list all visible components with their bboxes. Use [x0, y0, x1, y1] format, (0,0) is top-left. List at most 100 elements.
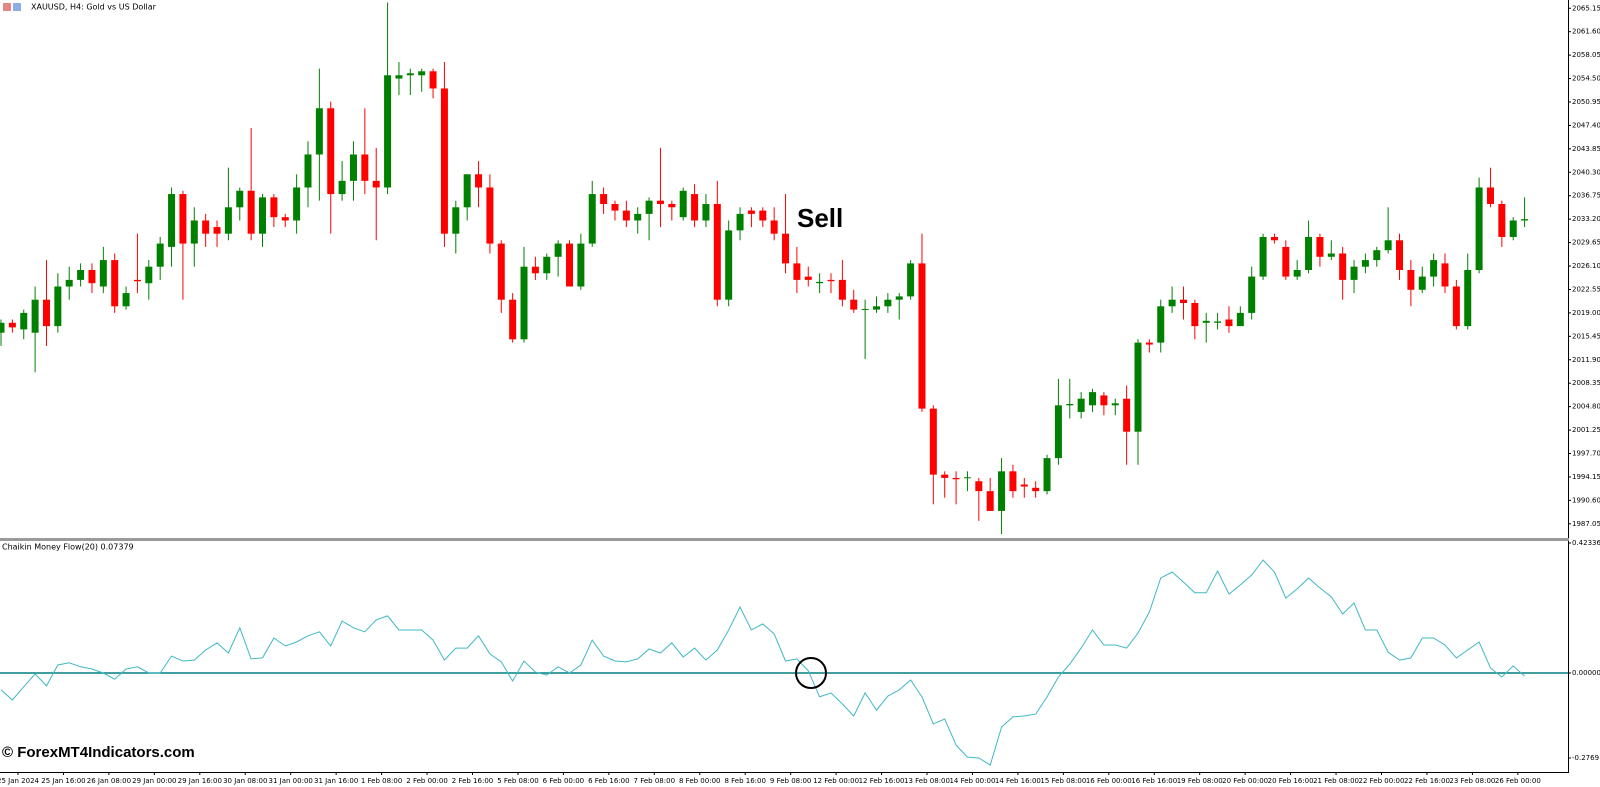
candle-body	[156, 243, 164, 267]
x-tick-label: 13 Feb 08:00	[904, 777, 950, 785]
x-tick-label: 1 Feb 08:00	[361, 777, 402, 785]
candle-body	[1407, 269, 1415, 290]
candle-body	[1521, 219, 1529, 221]
candle-body	[384, 75, 392, 188]
x-tick-label: 20 Feb 16:00	[1268, 777, 1314, 785]
candle-body	[1077, 398, 1085, 412]
candle-body	[622, 210, 630, 221]
cmf-line	[0, 559, 1525, 766]
candle-body	[315, 108, 323, 155]
candle-body	[895, 296, 903, 300]
candle-body	[20, 312, 28, 330]
x-tick-label: 5 Feb 08:00	[497, 777, 538, 785]
candle-body	[1464, 269, 1472, 327]
candle-body	[1248, 276, 1256, 313]
x-tick-label: 29 Jan 16:00	[178, 777, 222, 785]
candle-body	[1418, 276, 1426, 290]
candle-body	[725, 230, 733, 300]
candle-body	[554, 243, 562, 257]
x-tick-label: 25 Jan 2024	[0, 777, 40, 785]
candle-body	[702, 203, 710, 221]
candle-body	[168, 194, 176, 247]
candle-body	[145, 266, 153, 284]
candle-body	[986, 491, 994, 511]
candle-body	[1282, 246, 1290, 277]
y-tick-label: 0.00000	[1572, 669, 1600, 677]
x-tick-label: 2 Feb 16:00	[452, 777, 493, 785]
candle-body	[1441, 263, 1449, 287]
x-tick-label: 20 Feb 00:00	[1222, 777, 1268, 785]
candle-body	[8, 322, 16, 328]
candle-body	[133, 279, 141, 282]
candle-body	[736, 213, 744, 231]
candle-body	[475, 174, 483, 188]
candle-body	[406, 73, 414, 76]
candle-body	[361, 154, 369, 181]
y-tick-label: 2004.80	[1572, 403, 1600, 411]
candle-body	[566, 243, 573, 287]
candle-body	[952, 477, 960, 480]
x-tick-label: 8 Feb 00:00	[679, 777, 720, 785]
x-tick-label: 14 Feb 16:00	[995, 777, 1041, 785]
candle-body	[236, 190, 244, 208]
candle-body	[1032, 487, 1040, 492]
candle-body	[1191, 302, 1199, 327]
x-tick-label: 25 Jan 16:00	[41, 777, 85, 785]
y-tick-label: 2008.35	[1572, 379, 1600, 387]
candle-body	[463, 174, 471, 208]
candle-body	[1225, 319, 1233, 327]
candle-body	[611, 203, 619, 211]
y-tick-label: 0.42336	[1572, 539, 1600, 547]
candle-body	[99, 260, 107, 287]
candle-body	[634, 213, 642, 221]
x-tick-label: 12 Feb 16:00	[859, 777, 905, 785]
y-tick-label: 2015.45	[1572, 332, 1600, 340]
candle-body	[963, 477, 971, 479]
candle-body	[588, 194, 596, 244]
candle-body	[247, 190, 255, 234]
chart-title: XAUUSD, H4: Gold vs US Dollar	[31, 3, 157, 12]
candle-body	[656, 200, 664, 204]
candle-body	[281, 217, 289, 221]
candle-body	[679, 190, 687, 218]
candle-body	[1134, 342, 1142, 432]
y-tick-label: 2029.65	[1572, 239, 1600, 247]
candle-body	[1214, 321, 1222, 323]
candle-body	[713, 203, 721, 300]
candle-body	[884, 299, 892, 307]
candle-body	[179, 194, 187, 244]
y-tick-label: 2026.10	[1572, 262, 1600, 270]
symbol-icon	[13, 3, 21, 11]
annotation: Sell	[797, 203, 843, 233]
candle-body	[1020, 484, 1028, 487]
candle-body	[1373, 250, 1381, 261]
candle-body	[1327, 253, 1335, 257]
candle-body	[941, 474, 949, 478]
highlight-circle	[795, 657, 827, 689]
candle-body	[1236, 312, 1244, 327]
candle-body	[1100, 395, 1108, 406]
x-tick-label: 15 Feb 08:00	[1040, 777, 1086, 785]
candle-body	[872, 306, 880, 310]
candle-body	[975, 481, 983, 492]
x-tick-label: 22 Feb 16:00	[1404, 777, 1450, 785]
candle-body	[1157, 306, 1165, 343]
candle-body	[202, 220, 210, 234]
candle-body	[1361, 260, 1369, 267]
candle-body	[1054, 405, 1062, 459]
candle-body	[770, 220, 778, 234]
candle-body	[645, 200, 653, 214]
candle-body	[372, 180, 380, 188]
candle-body	[0, 322, 5, 333]
candle-body	[497, 243, 505, 300]
candle-body	[907, 263, 915, 297]
watermark: © ForexMT4Indicators.com	[2, 744, 195, 761]
candle-body	[543, 256, 551, 274]
y-tick-label: 1987.05	[1572, 520, 1600, 528]
candle-body	[224, 207, 232, 234]
candle-body	[1350, 266, 1358, 280]
y-tick-label: 1990.60	[1572, 496, 1600, 504]
candle-body	[452, 207, 460, 234]
x-tick-label: 12 Feb 00:00	[813, 777, 859, 785]
